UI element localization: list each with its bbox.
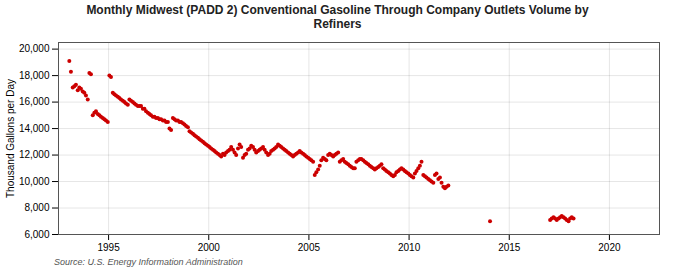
- svg-text:10,000: 10,000: [19, 176, 50, 187]
- svg-text:16,000: 16,000: [19, 96, 50, 107]
- html-text:Source: U.S. Energy Informatio: Source: U.S. Energy Information Administ…: [54, 256, 243, 267]
- svg-text:1995: 1995: [97, 241, 120, 252]
- svg-text:6,000: 6,000: [24, 228, 49, 239]
- svg-text:14,000: 14,000: [19, 123, 50, 134]
- html-text:Monthly Midwest (PADD 2) Conve: Monthly Midwest (PADD 2) Conventional Ga…: [86, 3, 589, 32]
- svg-text:8,000: 8,000: [24, 202, 49, 213]
- svg-text:2020: 2020: [598, 241, 621, 252]
- svg-text:2015: 2015: [498, 241, 521, 252]
- svg-text:20,000: 20,000: [19, 43, 50, 54]
- svg-text:2005: 2005: [298, 241, 321, 252]
- svg-text:18,000: 18,000: [19, 70, 50, 81]
- svg-text:2010: 2010: [398, 241, 421, 252]
- svg-text:12,000: 12,000: [19, 149, 50, 160]
- svg-text:2000: 2000: [198, 241, 221, 252]
- svg-text:Thousand Gallons per Day: Thousand Gallons per Day: [5, 79, 16, 198]
